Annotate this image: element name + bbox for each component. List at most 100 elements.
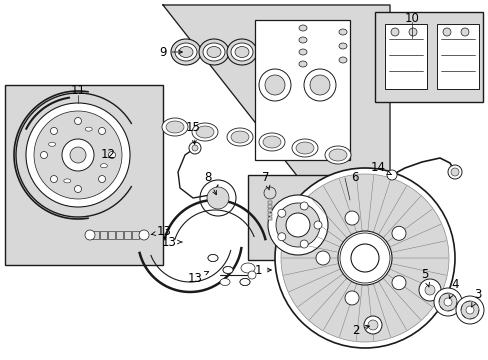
Circle shape	[26, 103, 130, 207]
Ellipse shape	[298, 49, 306, 55]
Circle shape	[108, 152, 115, 158]
Ellipse shape	[179, 46, 193, 58]
Ellipse shape	[291, 139, 317, 157]
Circle shape	[313, 221, 321, 229]
Ellipse shape	[338, 29, 346, 35]
Bar	[116, 231, 123, 239]
Circle shape	[34, 111, 122, 199]
Ellipse shape	[298, 25, 306, 31]
Circle shape	[200, 180, 236, 216]
Bar	[374, 12, 482, 102]
Ellipse shape	[171, 39, 201, 65]
Circle shape	[309, 75, 329, 95]
Circle shape	[443, 298, 451, 306]
Circle shape	[315, 251, 329, 265]
Text: 11: 11	[70, 84, 85, 96]
Text: 4: 4	[448, 279, 458, 298]
Circle shape	[304, 69, 335, 101]
Ellipse shape	[48, 142, 56, 146]
Ellipse shape	[226, 39, 257, 65]
Circle shape	[300, 202, 307, 210]
Circle shape	[50, 176, 58, 183]
Circle shape	[274, 168, 454, 348]
Ellipse shape	[196, 126, 214, 138]
Circle shape	[455, 296, 483, 324]
Text: 9: 9	[159, 45, 182, 58]
Ellipse shape	[328, 149, 346, 161]
Circle shape	[50, 127, 58, 134]
Circle shape	[192, 145, 198, 151]
Text: 8: 8	[204, 171, 216, 195]
Bar	[247, 175, 347, 260]
Ellipse shape	[338, 57, 346, 63]
Text: 15: 15	[185, 121, 200, 144]
Circle shape	[424, 285, 434, 295]
Bar	[100, 231, 107, 239]
Circle shape	[460, 301, 478, 319]
Circle shape	[206, 187, 228, 209]
Ellipse shape	[206, 46, 221, 58]
Ellipse shape	[175, 43, 197, 61]
Circle shape	[390, 28, 398, 36]
Circle shape	[345, 291, 358, 305]
Text: 12: 12	[101, 148, 115, 162]
Circle shape	[447, 165, 461, 179]
Ellipse shape	[63, 179, 71, 183]
Ellipse shape	[85, 127, 92, 131]
Text: 14: 14	[370, 162, 390, 175]
Circle shape	[267, 195, 327, 255]
Ellipse shape	[325, 146, 350, 164]
Circle shape	[264, 187, 275, 199]
Circle shape	[300, 240, 307, 248]
Text: 10: 10	[404, 12, 419, 24]
Ellipse shape	[338, 43, 346, 49]
Ellipse shape	[199, 39, 228, 65]
Circle shape	[465, 306, 473, 314]
Circle shape	[275, 203, 319, 247]
Circle shape	[386, 170, 396, 180]
Circle shape	[337, 231, 391, 285]
Circle shape	[70, 147, 86, 163]
Circle shape	[74, 185, 81, 193]
Circle shape	[450, 168, 458, 176]
Ellipse shape	[207, 255, 218, 261]
Circle shape	[281, 174, 448, 342]
Circle shape	[277, 233, 285, 241]
Circle shape	[363, 316, 381, 334]
Circle shape	[391, 226, 405, 240]
Bar	[267, 201, 271, 204]
Bar	[124, 231, 131, 239]
Circle shape	[259, 69, 290, 101]
Ellipse shape	[192, 123, 218, 141]
Ellipse shape	[240, 279, 249, 285]
Ellipse shape	[223, 266, 232, 274]
Bar	[436, 24, 478, 89]
Circle shape	[277, 209, 285, 217]
Circle shape	[442, 28, 450, 36]
Ellipse shape	[226, 128, 252, 146]
Text: 1: 1	[254, 264, 271, 276]
Polygon shape	[163, 5, 389, 205]
Ellipse shape	[162, 118, 187, 136]
Text: 6: 6	[350, 171, 358, 184]
Ellipse shape	[207, 255, 218, 261]
Bar	[267, 209, 271, 212]
Circle shape	[62, 139, 94, 171]
Circle shape	[367, 320, 377, 330]
Circle shape	[99, 176, 105, 183]
Bar	[5, 85, 163, 265]
Text: 5: 5	[421, 269, 428, 287]
Circle shape	[285, 213, 309, 237]
Ellipse shape	[100, 164, 107, 168]
Circle shape	[418, 279, 440, 301]
Circle shape	[433, 288, 461, 316]
Circle shape	[189, 142, 201, 154]
Text: 3: 3	[470, 288, 481, 307]
Text: 2: 2	[351, 324, 369, 337]
Ellipse shape	[223, 266, 232, 274]
Text: 13: 13	[161, 235, 182, 248]
Bar	[267, 213, 271, 216]
Bar	[132, 231, 139, 239]
Text: 13: 13	[187, 271, 208, 284]
Bar	[384, 24, 426, 89]
